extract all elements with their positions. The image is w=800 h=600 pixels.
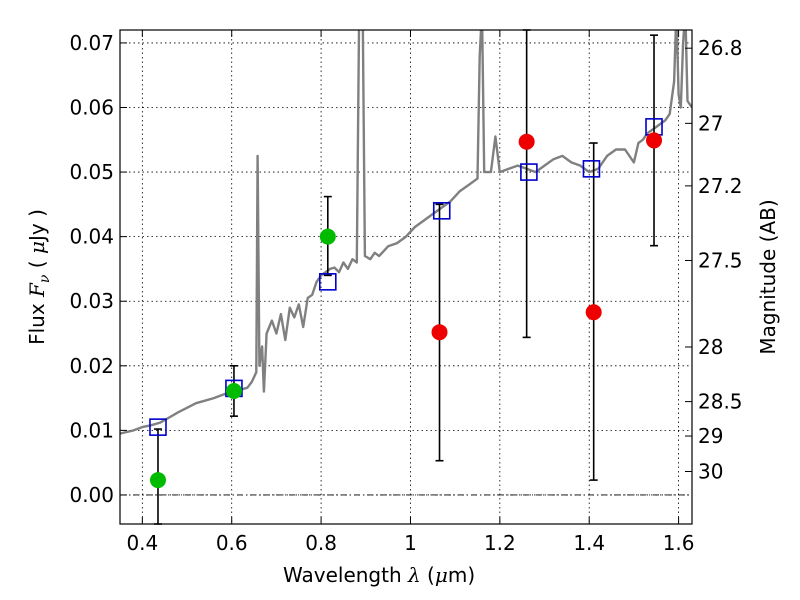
- right-tick-label: 29: [698, 424, 723, 448]
- x-tick-label: 1.2: [484, 531, 516, 555]
- spectrum-line: [120, 30, 692, 435]
- y-tick-label: 0.06: [69, 95, 114, 119]
- observed-nir-point: [518, 133, 535, 150]
- model-photometry-point: [582, 160, 601, 178]
- data-markers: [149, 118, 663, 489]
- y-tick-label: 0.01: [69, 418, 114, 442]
- model-photometry-point: [432, 202, 451, 220]
- plot-frame: [119, 29, 693, 525]
- observed-optical-point: [225, 382, 242, 399]
- right-tick-label: 26.8: [698, 36, 743, 60]
- right-tick-label: 28: [698, 335, 723, 359]
- y-tick-label: 0.02: [69, 354, 114, 378]
- right-tick-label: 27.5: [698, 248, 743, 272]
- right-tick-label: 28.5: [698, 390, 743, 414]
- right-tick-labels: 26.8 27 27.2 27.5 28 28.5 29 30: [698, 36, 743, 483]
- y-tick-label: 0.03: [69, 289, 114, 313]
- right-tick-label: 27.2: [698, 174, 743, 198]
- observed-nir-point: [431, 324, 448, 341]
- y-tick-label: 0.00: [69, 483, 114, 507]
- observed-optical-point: [319, 228, 336, 245]
- right-axis-label: Magnitude (AB): [756, 199, 780, 354]
- observed-nir-point: [646, 132, 663, 149]
- y-tick-label: 0.07: [69, 31, 114, 55]
- x-tick-label: 1.6: [663, 531, 695, 555]
- x-tick-labels: 0.4 0.6 0.8 1 1.2 1.4 1.6: [126, 531, 694, 555]
- x-tick-label: 1: [404, 531, 417, 555]
- model-photometry-point: [149, 418, 167, 436]
- observed-nir-point: [585, 304, 602, 321]
- y-tick-label: 0.04: [69, 225, 114, 249]
- x-axis-label: Wavelength λ (μm): [283, 563, 475, 587]
- right-tick-label: 27: [698, 111, 723, 135]
- model-photometry-point: [318, 273, 337, 291]
- model-photometry-point: [520, 163, 538, 181]
- y-tick-labels: 0.00 0.01 0.02 0.03 0.04 0.05 0.06 0.07: [69, 31, 114, 507]
- x-tick-label: 0.8: [305, 531, 337, 555]
- y-tick-label: 0.05: [69, 160, 114, 184]
- right-tick-label: 30: [698, 459, 723, 483]
- observed-optical-point: [149, 472, 166, 489]
- x-tick-label: 0.4: [126, 531, 158, 555]
- plot-area: [120, 30, 692, 435]
- x-tick-label: 0.6: [216, 531, 248, 555]
- x-tick-label: 1.4: [573, 531, 605, 555]
- axis-ticks: [120, 30, 692, 524]
